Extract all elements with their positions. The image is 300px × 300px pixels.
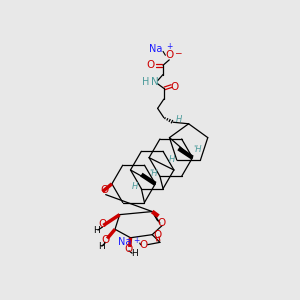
Text: 'H: 'H bbox=[194, 146, 202, 154]
Text: O: O bbox=[158, 218, 166, 228]
Text: +: + bbox=[166, 42, 172, 51]
Text: O: O bbox=[98, 219, 107, 229]
Text: O: O bbox=[100, 185, 108, 195]
Text: O: O bbox=[102, 235, 110, 245]
Text: H: H bbox=[98, 242, 104, 251]
Text: Na: Na bbox=[118, 237, 131, 248]
Text: O: O bbox=[154, 230, 162, 240]
Text: H: H bbox=[93, 226, 100, 235]
Text: O: O bbox=[125, 244, 133, 254]
Text: O: O bbox=[171, 82, 179, 92]
Text: N: N bbox=[151, 77, 158, 87]
Text: O: O bbox=[165, 50, 173, 60]
Text: 'H: 'H bbox=[149, 169, 158, 178]
Text: Na: Na bbox=[148, 44, 162, 54]
Text: H: H bbox=[142, 77, 150, 87]
Text: H: H bbox=[176, 116, 182, 124]
Text: H: H bbox=[132, 182, 138, 191]
Text: −: − bbox=[174, 48, 182, 57]
Text: +: + bbox=[133, 236, 139, 244]
Text: O: O bbox=[146, 60, 155, 70]
Text: H: H bbox=[169, 155, 176, 164]
Text: O: O bbox=[140, 240, 148, 250]
Text: H: H bbox=[131, 249, 138, 258]
